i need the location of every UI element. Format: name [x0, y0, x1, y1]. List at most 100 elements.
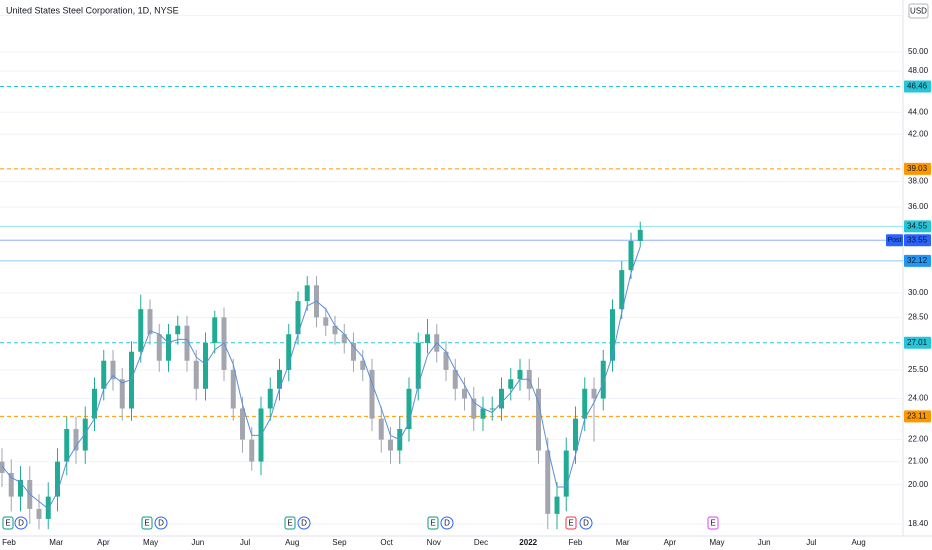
x-tick-label: Oct [380, 538, 393, 547]
x-tick-label: Mar [616, 538, 630, 547]
tag-label: Post [887, 237, 901, 244]
candle-body [600, 360, 606, 399]
candle-body [536, 388, 541, 451]
earnings-badge[interactable] [141, 516, 153, 530]
candle-body [0, 461, 5, 473]
event-label: E [5, 519, 10, 528]
price-badge [904, 410, 931, 423]
candle-body [110, 360, 116, 380]
candle-body [295, 301, 301, 335]
candle-body [425, 334, 430, 343]
price-badge-label: 34.55 [907, 222, 928, 231]
x-tick-label: Sep [332, 538, 347, 547]
event-label: E [710, 519, 715, 528]
x-tick-label: Jun [191, 538, 204, 547]
candle-body [573, 418, 578, 451]
earnings-badge[interactable] [707, 516, 719, 530]
moving-average [1, 246, 641, 510]
dividend-badge[interactable] [14, 516, 28, 530]
candle-body [92, 388, 97, 419]
y-tick-label: 42.00 [908, 129, 929, 138]
price-badge [904, 162, 931, 175]
candle-body [499, 388, 504, 409]
x-tick-label: Mar [49, 538, 63, 547]
y-tick-label: 30.00 [908, 288, 929, 297]
candle-body [286, 334, 292, 370]
earnings-badge[interactable] [2, 516, 14, 530]
x-tick-label: Feb [569, 538, 583, 547]
candle-body [277, 369, 282, 389]
candle-body [230, 369, 236, 409]
candle-body [267, 388, 273, 409]
y-tick-label: 18.40 [908, 519, 929, 528]
y-tick-label: 24.00 [908, 394, 929, 403]
earnings-badge[interactable] [284, 516, 296, 530]
candle-body [73, 429, 79, 451]
event-label: D [444, 519, 450, 528]
candle-body [628, 241, 634, 271]
candle-body [443, 351, 449, 370]
candle-body [212, 317, 218, 343]
event-label: E [430, 519, 435, 528]
candle-body [82, 418, 88, 451]
candle-body [332, 325, 338, 335]
x-tick-label: Jun [758, 538, 771, 547]
candle-body [193, 360, 199, 389]
candle-body [517, 369, 523, 380]
candle-body [138, 309, 144, 352]
price-badge-label: 23.11 [907, 411, 927, 420]
tag-badge [886, 234, 903, 247]
candle-body [360, 360, 366, 370]
candle-body [591, 388, 597, 399]
x-tick-label: Apr [664, 538, 677, 547]
candle-body [18, 479, 23, 497]
y-tick-label: 20.00 [908, 480, 929, 489]
x-tick-label: Apr [97, 538, 110, 547]
candle-body [545, 450, 551, 514]
candle-body [471, 398, 477, 419]
dividend-badge[interactable] [297, 516, 311, 530]
currency-box[interactable] [908, 3, 929, 19]
price-badge-label: 27.01 [907, 338, 928, 347]
x-tick-label: Jul [240, 538, 250, 547]
candle-body [119, 379, 125, 409]
earnings-badge[interactable] [565, 516, 577, 530]
y-tick-label: 25.50 [908, 365, 929, 374]
candle-body [175, 325, 181, 335]
candle-body [637, 229, 643, 242]
candle-body [563, 450, 569, 497]
earnings-badge[interactable] [427, 516, 439, 530]
candle-body [45, 496, 51, 519]
price-badge-label: 46.46 [907, 82, 928, 91]
candle-body [323, 317, 329, 326]
candle-body [480, 408, 486, 419]
x-tick-label: Aug [851, 538, 865, 547]
dividend-badge[interactable] [440, 516, 454, 530]
y-tick-label: 50.00 [908, 47, 929, 56]
x-tick-label: Dec [474, 538, 488, 547]
candle-body [582, 388, 588, 419]
candle-body [129, 351, 134, 409]
candle-body [388, 439, 393, 451]
currency: USD [910, 7, 927, 16]
y-tick-label: 28.50 [908, 312, 929, 321]
dividend-badge[interactable] [154, 516, 168, 530]
event-label: E [144, 519, 149, 528]
candle-body [101, 360, 107, 389]
candle-body [240, 408, 245, 440]
candle-body [166, 334, 171, 361]
price-badge-label: 39.03 [907, 164, 928, 173]
x-tick-label: May [143, 538, 158, 547]
candle-body [369, 369, 375, 419]
x-tick-label: Jul [806, 538, 816, 547]
y-tick-label: 22.00 [908, 435, 929, 444]
y-tick-label: 36.00 [908, 202, 929, 211]
event-label: D [18, 519, 24, 528]
x-tick-label: May [709, 538, 724, 547]
candle-body [341, 334, 347, 343]
price-badge [904, 80, 931, 93]
candle-body [406, 388, 412, 430]
dividend-badge[interactable] [579, 516, 593, 530]
candle-body [203, 342, 208, 389]
